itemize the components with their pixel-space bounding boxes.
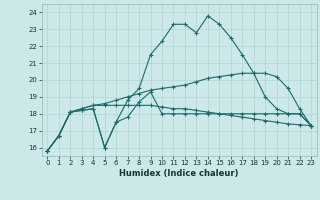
X-axis label: Humidex (Indice chaleur): Humidex (Indice chaleur)	[119, 169, 239, 178]
